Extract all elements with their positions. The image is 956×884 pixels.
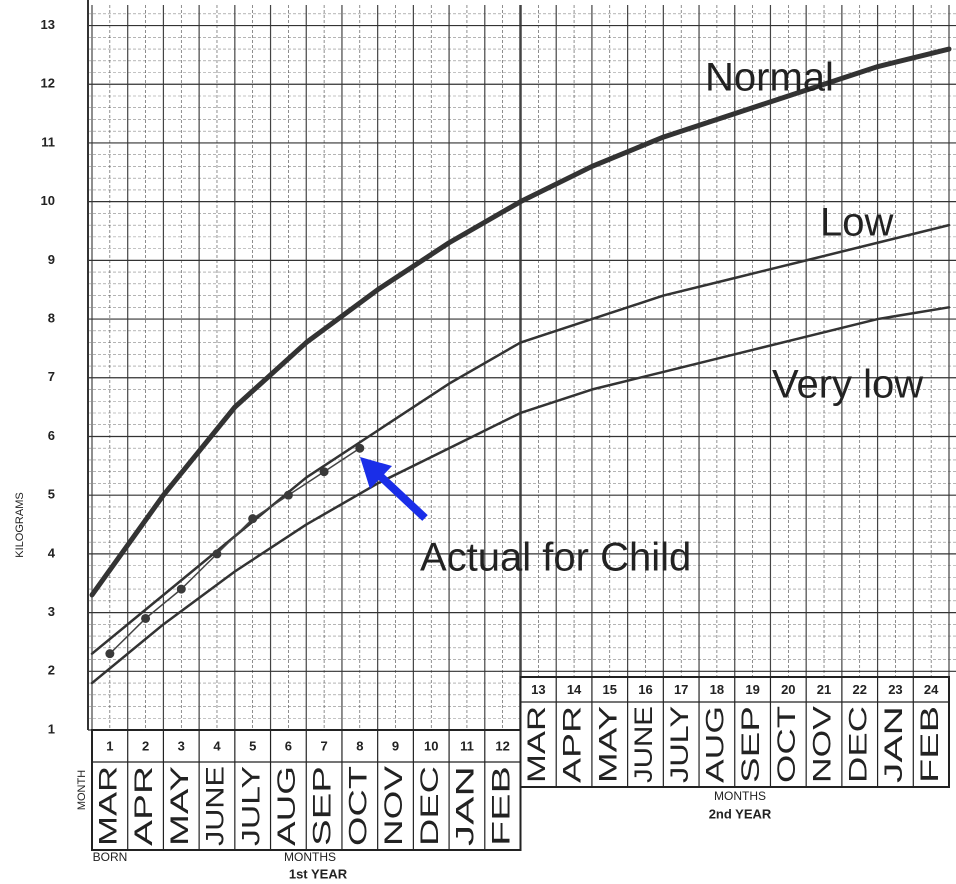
- month-name: FEB: [916, 706, 944, 783]
- series-annotation: Actual for Child: [420, 536, 691, 580]
- year-label: 2nd YEAR: [709, 806, 772, 821]
- month-number: 13: [531, 682, 545, 697]
- month-name: FEB: [487, 766, 515, 846]
- y-tick-label: 6: [48, 428, 55, 443]
- month-name: OCT: [344, 766, 372, 846]
- month-name: AUG: [273, 766, 301, 846]
- arrow-shaft: [375, 471, 428, 521]
- month-name: SEP: [309, 766, 337, 846]
- y-tick-label: 8: [48, 311, 55, 326]
- month-number: 21: [817, 682, 831, 697]
- month-name: MAR: [94, 766, 122, 846]
- month-number: 12: [495, 738, 509, 753]
- month-number: 24: [924, 682, 939, 697]
- month-number: 20: [781, 682, 795, 697]
- data-point: [141, 613, 151, 623]
- y-tick-label: 4: [48, 545, 56, 560]
- month-row-label: MONTH: [76, 770, 88, 810]
- x-axis-label: MONTHS: [284, 850, 336, 864]
- y-tick-label: 5: [48, 487, 55, 502]
- arrow-head: [360, 457, 392, 489]
- month-number: 7: [320, 738, 327, 753]
- month-name: JULY: [237, 766, 265, 846]
- month-name: DEC: [844, 706, 872, 783]
- month-name: NOV: [809, 706, 837, 783]
- month-name: AUG: [702, 706, 730, 783]
- month-number: 22: [852, 682, 866, 697]
- series-annotation: Very low: [772, 363, 923, 407]
- born-label: BORN: [93, 850, 128, 864]
- data-point: [176, 584, 186, 594]
- month-number: 19: [745, 682, 759, 697]
- y-tick-label: 11: [41, 134, 55, 149]
- series-annotation: Normal: [705, 56, 834, 100]
- month-number: 14: [567, 682, 582, 697]
- month-number: 16: [638, 682, 652, 697]
- y-axis-label: KILOGRAMS: [14, 492, 26, 557]
- data-point: [355, 443, 365, 453]
- y-tick-label: 12: [41, 76, 55, 91]
- month-number: 4: [213, 738, 221, 753]
- y-tick-label: 2: [48, 663, 55, 678]
- month-number: 1: [106, 738, 113, 753]
- month-number: 18: [710, 682, 724, 697]
- series-line: [90, 306, 951, 685]
- month-name: APR: [130, 766, 158, 846]
- month-number: 5: [249, 738, 256, 753]
- data-point: [105, 649, 115, 659]
- month-number: 23: [888, 682, 902, 697]
- series-annotation: Low: [820, 201, 893, 245]
- month-name: DEC: [416, 766, 444, 846]
- month-number: 15: [603, 682, 617, 697]
- y-tick-label: 1: [48, 721, 55, 736]
- month-number: 2: [142, 738, 149, 753]
- month-name: OCT: [773, 706, 801, 783]
- y-tick-label: 3: [48, 604, 55, 619]
- month-name: JAN: [880, 706, 908, 783]
- month-name: APR: [559, 706, 587, 783]
- month-name: MAY: [166, 766, 194, 846]
- month-name: NOV: [380, 766, 408, 846]
- series-line: [109, 447, 361, 655]
- month-name: JUNE: [202, 766, 230, 846]
- month-name: MAR: [523, 706, 551, 783]
- x-axis-label: MONTHS: [714, 789, 766, 803]
- y-tick-label: 7: [48, 369, 55, 384]
- month-number: 3: [178, 738, 185, 753]
- data-point: [283, 490, 293, 500]
- month-number: 11: [460, 738, 474, 753]
- month-number: 10: [424, 738, 438, 753]
- month-number: 9: [392, 738, 399, 753]
- series-line: [89, 46, 952, 598]
- year-label: 1st YEAR: [289, 866, 348, 881]
- y-tick-label: 9: [48, 252, 55, 267]
- data-point: [248, 514, 258, 524]
- month-name: JAN: [452, 766, 480, 846]
- month-name: JUNE: [630, 706, 658, 783]
- y-tick-label: 13: [41, 17, 55, 32]
- data-point: [319, 467, 329, 477]
- y-tick-label: 10: [41, 193, 55, 208]
- month-name: MAY: [594, 706, 622, 783]
- data-point: [212, 549, 222, 559]
- month-name: JULY: [666, 706, 694, 783]
- month-name: SEP: [737, 706, 765, 783]
- month-number: 8: [356, 738, 363, 753]
- month-number: 6: [285, 738, 292, 753]
- month-number: 17: [674, 682, 688, 697]
